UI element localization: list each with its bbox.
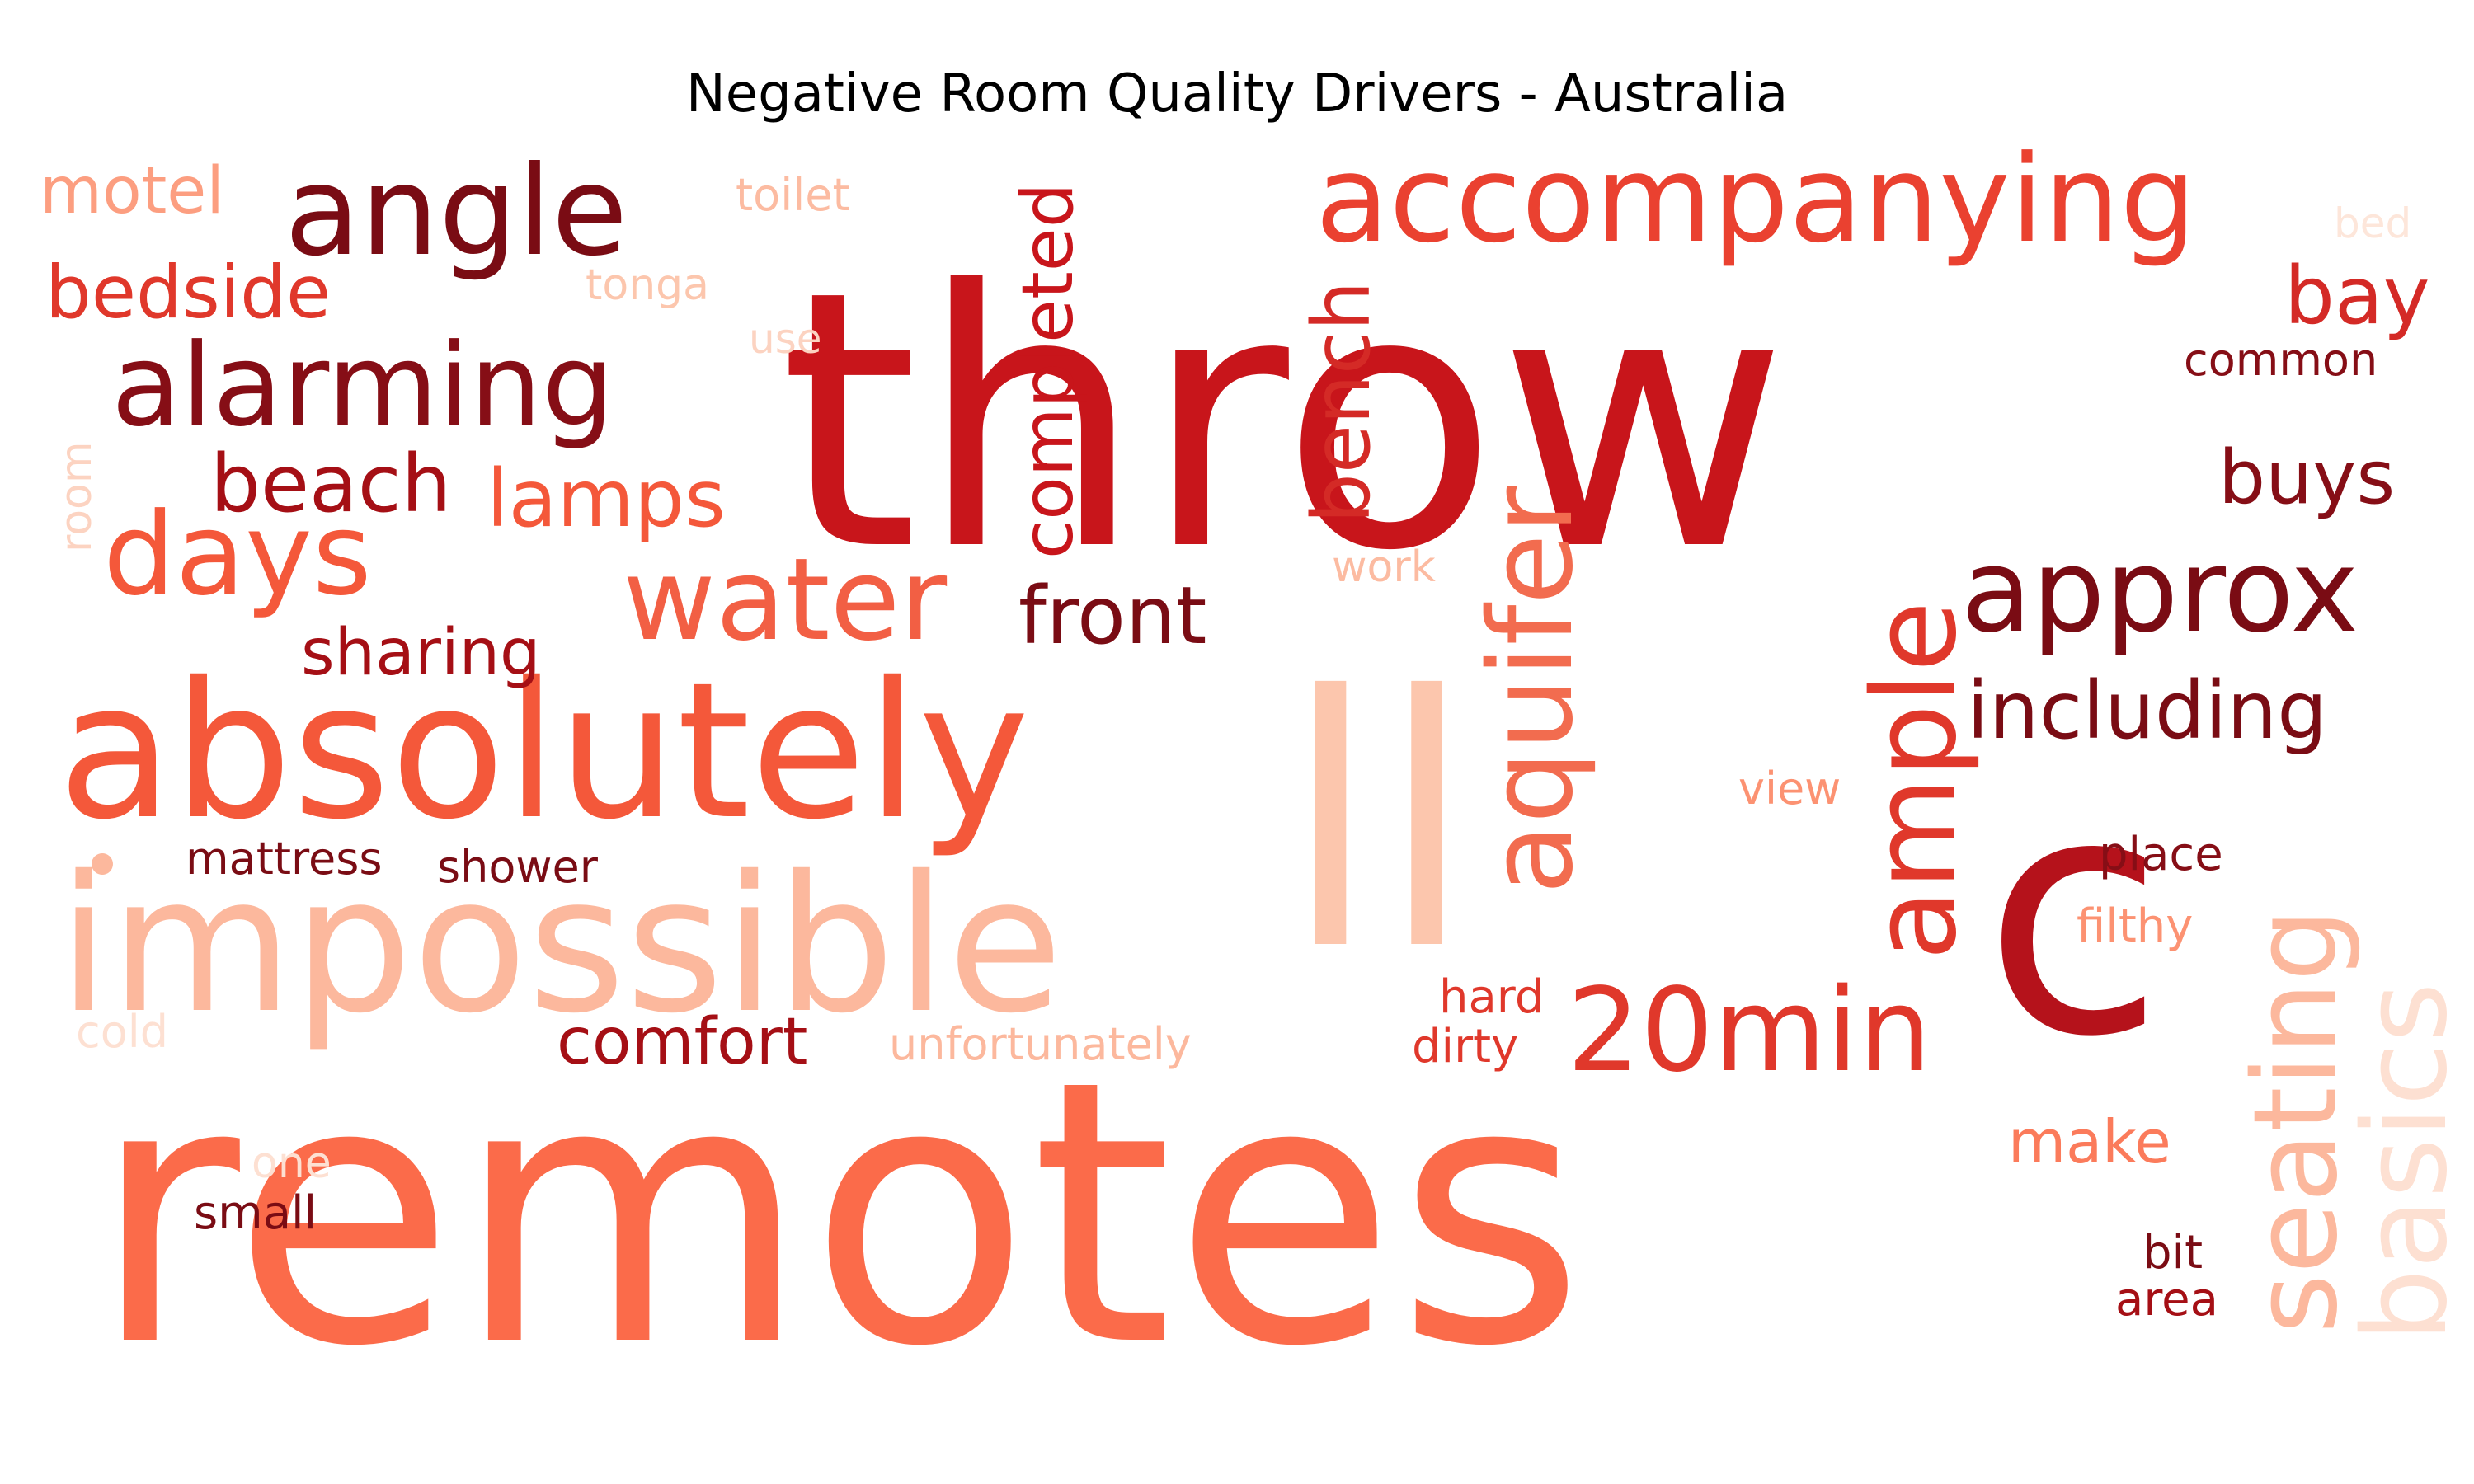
word-bit: bit: [2142, 1226, 2203, 1280]
word-remotes: remotes: [91, 1003, 1585, 1425]
word-c: c: [1983, 726, 2165, 1109]
word-bay: bay: [2284, 250, 2430, 342]
word-bedside: bedside: [45, 250, 331, 335]
word-buys: buys: [2218, 434, 2395, 521]
word-front: front: [1018, 570, 1206, 662]
chart-title: Negative Room Quality Drivers - Australi…: [685, 63, 1789, 124]
word-alarming: alarming: [111, 319, 614, 452]
word-room: room: [52, 441, 101, 552]
word-sharing: sharing: [301, 616, 541, 690]
word-ample: ample: [1848, 601, 1982, 960]
word-area: area: [2115, 1273, 2218, 1327]
word-unfortunately: unfortunately: [889, 1018, 1192, 1070]
word-toilet: toilet: [736, 169, 850, 221]
word-basics: basics: [2339, 983, 2473, 1342]
word-beach: beach: [210, 438, 451, 530]
word-dirty: dirty: [1412, 1020, 1518, 1073]
word-work: work: [1332, 542, 1436, 592]
word-approx: approx: [1961, 524, 2359, 659]
word-completed: completed: [1007, 183, 1089, 559]
word-filthy: filthy: [2077, 899, 2193, 953]
word-one: one: [252, 1139, 332, 1188]
word-view: view: [1738, 763, 1841, 815]
word-make: make: [2008, 1107, 2171, 1176]
word-tonga: tonga: [586, 261, 709, 310]
word-shower: shower: [437, 841, 599, 893]
word-small: small: [194, 1186, 317, 1240]
word-hard: hard: [1439, 970, 1544, 1024]
word-use: use: [749, 315, 822, 363]
word-angle: angle: [285, 140, 628, 284]
word-days: days: [103, 488, 372, 621]
word-comfort: comfort: [557, 1005, 807, 1079]
word-water: water: [623, 533, 947, 666]
word-lamps: lamps: [487, 453, 726, 545]
word-mattress: mattress: [186, 833, 383, 885]
word-20min: 20min: [1567, 964, 1931, 1098]
dot-mark: [92, 853, 113, 875]
word-bed: bed: [2334, 200, 2411, 247]
word-ll: ll: [1282, 623, 1475, 1026]
word-impossible: impossible: [58, 835, 1063, 1054]
word-seating: seating: [2229, 909, 2363, 1334]
word-throw: throw: [779, 216, 1788, 628]
word-common: common: [2184, 334, 2378, 386]
word-bench: bench: [1296, 281, 1388, 524]
word-motel: motel: [40, 154, 224, 228]
word-cold: cold: [76, 1006, 168, 1058]
word-accompanying: accompanying: [1315, 129, 2196, 270]
word-aquifer: aquifer: [1465, 486, 1599, 895]
word-including: including: [1967, 665, 2327, 757]
word-absolutely: absolutely: [58, 641, 1030, 861]
word-place: place: [2099, 828, 2223, 881]
